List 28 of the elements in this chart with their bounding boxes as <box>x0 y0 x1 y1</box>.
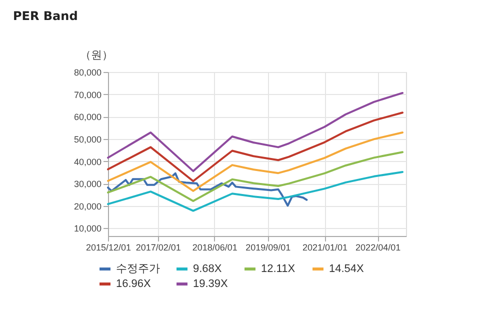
legend-label: 9.68X <box>193 263 222 275</box>
legend-label: 16.96X <box>116 278 152 290</box>
legend-label: 14.54X <box>329 263 365 275</box>
legend-label: 12.11X <box>261 263 296 275</box>
x-tick-label: 2021/01/01 <box>302 242 348 252</box>
line-series <box>107 131 404 192</box>
y-tick-label: 40,000 <box>74 156 102 167</box>
y-tick-label: 20,000 <box>74 201 102 212</box>
legend-label: 19.39X <box>193 278 229 290</box>
legend-label: 수정주가 <box>116 263 160 275</box>
y-tick-label: 80,000 <box>74 68 102 78</box>
x-tick-label: 2018/06/01 <box>192 242 238 252</box>
x-tick-label: 2022/04/01 <box>356 242 401 252</box>
line-series <box>107 112 404 182</box>
x-tick-label: 2017/02/01 <box>136 242 181 252</box>
x-tick-label: 2015/12/01 <box>86 242 132 252</box>
y-tick-label: 70,000 <box>74 90 102 100</box>
y-axis-title: （원） <box>80 48 113 62</box>
y-tick-label: 10,000 <box>74 224 102 234</box>
line-series <box>107 172 308 207</box>
y-tick-label: 30,000 <box>74 179 102 190</box>
line-series <box>107 92 404 172</box>
line-series <box>107 170 404 212</box>
x-tick-label: 2019/09/01 <box>246 242 291 252</box>
line-series <box>107 151 404 202</box>
chart-title: PER Band <box>13 9 78 23</box>
y-tick-label: 60,000 <box>74 112 102 122</box>
y-tick-label: 50,000 <box>74 134 102 144</box>
